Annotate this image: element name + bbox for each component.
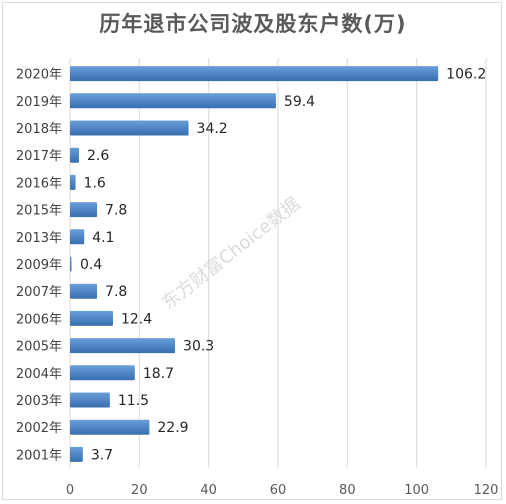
- x-tick-label-0: 0: [66, 483, 74, 498]
- category-label-2: 2018年: [16, 122, 62, 137]
- bar-12: [70, 392, 110, 408]
- watermark-text: 东方财富Choice数据: [158, 193, 304, 314]
- bar-8: [70, 283, 98, 299]
- category-label-0: 2020年: [16, 68, 62, 83]
- bar-13: [70, 419, 150, 435]
- data-label-1: 59.4: [284, 94, 315, 110]
- bar-6: [70, 229, 85, 245]
- category-label-1: 2019年: [16, 95, 62, 110]
- bar-7: [70, 256, 72, 272]
- category-label-9: 2006年: [16, 312, 62, 327]
- data-label-8: 7.8: [105, 284, 127, 300]
- category-label-10: 2005年: [16, 340, 62, 355]
- bar-10: [70, 338, 176, 354]
- category-label-11: 2004年: [16, 367, 62, 382]
- category-label-4: 2016年: [16, 176, 62, 191]
- bar-9: [70, 310, 113, 326]
- category-label-8: 2007年: [16, 285, 62, 300]
- category-label-7: 2009年: [16, 258, 62, 273]
- x-tick-label-2: 40: [200, 483, 217, 498]
- data-label-0: 106.2: [446, 67, 486, 83]
- data-label-7: 0.4: [80, 257, 102, 273]
- category-label-3: 2017年: [16, 149, 62, 164]
- category-label-13: 2002年: [16, 421, 62, 436]
- data-label-2: 34.2: [197, 121, 228, 137]
- bar-1: [70, 93, 276, 109]
- data-label-3: 2.6: [87, 148, 109, 164]
- x-tick-label-4: 80: [339, 483, 356, 498]
- x-tick-label-1: 20: [131, 483, 148, 498]
- bar-0: [70, 66, 439, 82]
- bar-5: [70, 202, 98, 218]
- category-label-5: 2015年: [16, 204, 62, 219]
- chart-title: 历年退市公司波及股东户数(万): [99, 12, 407, 36]
- data-label-14: 3.7: [91, 447, 113, 463]
- category-label-14: 2001年: [16, 448, 62, 463]
- data-label-5: 7.8: [105, 203, 127, 219]
- data-label-11: 18.7: [143, 366, 174, 382]
- chart-frame: [2, 2, 502, 500]
- data-label-12: 11.5: [118, 393, 149, 409]
- x-tick-label-5: 100: [404, 483, 429, 498]
- bar-4: [70, 174, 76, 190]
- data-label-9: 12.4: [121, 311, 152, 327]
- bar-2: [70, 120, 189, 136]
- x-tick-label-6: 120: [474, 483, 499, 498]
- data-label-6: 4.1: [92, 230, 114, 246]
- category-label-6: 2013年: [16, 231, 62, 246]
- bar-14: [70, 446, 83, 462]
- bar-11: [70, 365, 135, 381]
- x-tick-label-3: 60: [270, 483, 287, 498]
- data-label-10: 30.3: [183, 339, 214, 355]
- bar-3: [70, 147, 80, 163]
- data-label-13: 22.9: [157, 420, 188, 436]
- category-label-12: 2003年: [16, 394, 62, 409]
- data-label-4: 1.6: [84, 175, 106, 191]
